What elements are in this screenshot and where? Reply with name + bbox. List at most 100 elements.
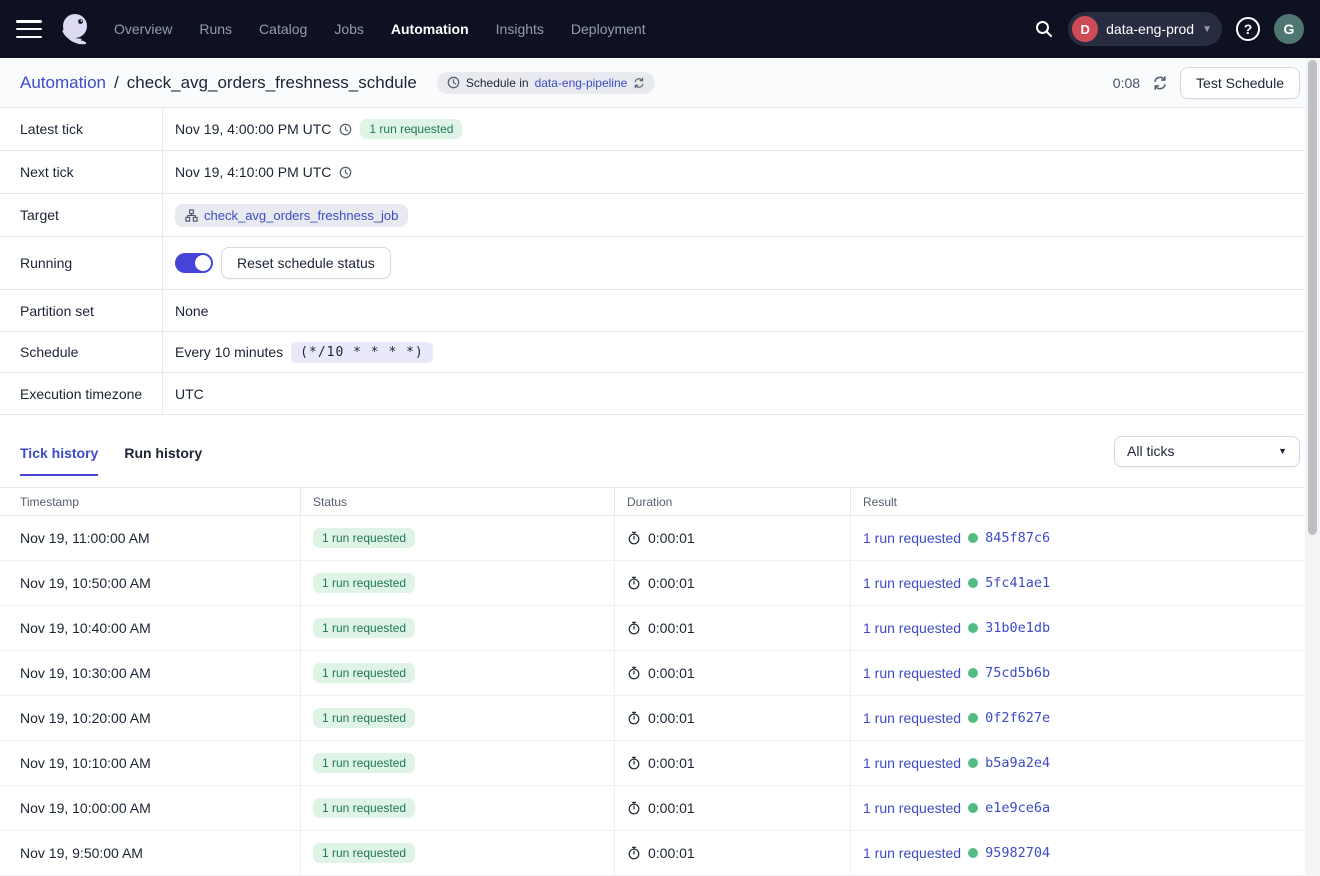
reset-schedule-status-button[interactable]: Reset schedule status <box>221 247 391 279</box>
deployment-switcher[interactable]: D data-eng-prod ▼ <box>1068 12 1222 46</box>
cell-status-badge: 1 run requested <box>313 663 415 683</box>
timezone-label: Execution timezone <box>0 373 163 414</box>
cell-result-link[interactable]: 1 run requested <box>863 575 961 591</box>
cell-duration: 0:00:01 <box>648 575 695 591</box>
nav-item-runs[interactable]: Runs <box>199 21 232 37</box>
target-job-pill[interactable]: check_avg_orders_freshness_job <box>175 204 408 227</box>
tab-run-history[interactable]: Run history <box>124 427 202 476</box>
nav-item-catalog[interactable]: Catalog <box>259 21 307 37</box>
cell-run-id[interactable]: e1e9ce6a <box>985 800 1050 816</box>
cell-timestamp: Nov 19, 9:50:00 AM <box>0 845 300 861</box>
deployment-avatar: D <box>1072 16 1098 42</box>
next-tick-time: Nov 19, 4:10:00 PM UTC <box>175 164 331 180</box>
dagster-logo-icon[interactable] <box>56 9 96 49</box>
cell-result-link[interactable]: 1 run requested <box>863 845 961 861</box>
cell-status-badge: 1 run requested <box>313 843 415 863</box>
latest-tick-time: Nov 19, 4:00:00 PM UTC <box>175 121 331 137</box>
history-tabs-row: Tick history Run history All ticks ▼ <box>0 415 1320 487</box>
cell-result-link[interactable]: 1 run requested <box>863 800 961 816</box>
schedule-row: Schedule Every 10 minutes (*/10 * * * *) <box>0 332 1320 373</box>
cell-status-badge: 1 run requested <box>313 618 415 638</box>
schedule-label: Schedule <box>0 332 163 372</box>
cell-run-id[interactable]: 0f2f627e <box>985 710 1050 726</box>
target-row: Target check_avg_orders_freshness_job <box>0 194 1320 237</box>
cell-run-id[interactable]: b5a9a2e4 <box>985 755 1050 771</box>
breadcrumb: Automation / check_avg_orders_freshness_… <box>20 72 655 94</box>
reload-icon[interactable] <box>633 77 645 89</box>
cell-result-link[interactable]: 1 run requested <box>863 755 961 771</box>
refresh-icon[interactable] <box>1152 75 1168 91</box>
tab-tick-history[interactable]: Tick history <box>20 427 98 476</box>
partition-set-row: Partition set None <box>0 290 1320 332</box>
cell-duration: 0:00:01 <box>648 755 695 771</box>
timezone-row: Execution timezone UTC <box>0 373 1320 415</box>
pipeline-link[interactable]: data-eng-pipeline <box>535 76 628 90</box>
col-result: Result <box>850 488 1305 515</box>
cell-run-id[interactable]: 75cd5b6b <box>985 665 1050 681</box>
stopwatch-icon <box>627 666 641 680</box>
stopwatch-icon <box>627 621 641 635</box>
chevron-down-icon: ▼ <box>1278 446 1287 456</box>
nav-item-jobs[interactable]: Jobs <box>334 21 364 37</box>
refresh-countdown: 0:08 <box>1113 75 1140 91</box>
breadcrumb-separator: / <box>114 73 119 93</box>
target-label: Target <box>0 194 163 236</box>
cell-duration: 0:00:01 <box>648 800 695 816</box>
job-graph-icon <box>185 209 198 222</box>
menu-icon[interactable] <box>16 20 42 38</box>
tick-filter-select[interactable]: All ticks ▼ <box>1114 436 1300 467</box>
cell-status-badge: 1 run requested <box>313 753 415 773</box>
run-success-dot-icon <box>968 758 978 768</box>
timezone-value: UTC <box>175 386 204 402</box>
help-icon[interactable]: ? <box>1236 17 1260 41</box>
scrollbar-thumb[interactable] <box>1308 60 1317 535</box>
cell-run-id[interactable]: 95982704 <box>985 845 1050 861</box>
primary-nav: Overview Runs Catalog Jobs Automation In… <box>114 21 646 37</box>
test-schedule-button[interactable]: Test Schedule <box>1180 67 1300 99</box>
cell-status-badge: 1 run requested <box>313 528 415 548</box>
cell-timestamp: Nov 19, 10:30:00 AM <box>0 665 300 681</box>
table-row: Nov 19, 10:50:00 AM 1 run requested 0:00… <box>0 561 1305 606</box>
cell-run-id[interactable]: 5fc41ae1 <box>985 575 1050 591</box>
table-row: Nov 19, 10:30:00 AM 1 run requested 0:00… <box>0 651 1305 696</box>
breadcrumb-automation-link[interactable]: Automation <box>20 73 106 93</box>
search-icon[interactable] <box>1034 19 1054 39</box>
cell-duration: 0:00:01 <box>648 530 695 546</box>
table-body: Nov 19, 11:00:00 AM 1 run requested 0:00… <box>0 516 1305 876</box>
target-job-link[interactable]: check_avg_orders_freshness_job <box>204 208 398 223</box>
schedule-value: Every 10 minutes <box>175 344 283 360</box>
partition-set-label: Partition set <box>0 290 163 331</box>
cell-run-id[interactable]: 845f87c6 <box>985 530 1050 546</box>
cell-duration: 0:00:01 <box>648 620 695 636</box>
nav-item-overview[interactable]: Overview <box>114 21 172 37</box>
nav-item-deployment[interactable]: Deployment <box>571 21 646 37</box>
cell-run-id[interactable]: 31b0e1db <box>985 620 1050 636</box>
run-success-dot-icon <box>968 578 978 588</box>
cell-duration: 0:00:01 <box>648 665 695 681</box>
nav-item-automation[interactable]: Automation <box>391 21 469 37</box>
next-tick-row: Next tick Nov 19, 4:10:00 PM UTC <box>0 151 1320 194</box>
cell-status-badge: 1 run requested <box>313 798 415 818</box>
cell-timestamp: Nov 19, 10:50:00 AM <box>0 575 300 591</box>
nav-item-insights[interactable]: Insights <box>496 21 544 37</box>
cell-result-link[interactable]: 1 run requested <box>863 530 961 546</box>
stopwatch-icon <box>627 756 641 770</box>
running-toggle[interactable] <box>175 253 213 273</box>
cell-result-link[interactable]: 1 run requested <box>863 710 961 726</box>
cell-result-link[interactable]: 1 run requested <box>863 665 961 681</box>
user-avatar[interactable]: G <box>1274 14 1304 44</box>
stopwatch-icon <box>627 531 641 545</box>
running-row: Running Reset schedule status <box>0 237 1320 290</box>
run-success-dot-icon <box>968 668 978 678</box>
table-row: Nov 19, 10:10:00 AM 1 run requested 0:00… <box>0 741 1305 786</box>
table-row: Nov 19, 10:40:00 AM 1 run requested 0:00… <box>0 606 1305 651</box>
table-row: Nov 19, 11:00:00 AM 1 run requested 0:00… <box>0 516 1305 561</box>
col-status: Status <box>300 488 614 515</box>
cell-timestamp: Nov 19, 10:00:00 AM <box>0 800 300 816</box>
page-scrollbar[interactable] <box>1305 58 1320 876</box>
tick-history-table: Timestamp Status Duration Result Nov 19,… <box>0 487 1305 876</box>
partition-set-value: None <box>175 303 208 319</box>
run-success-dot-icon <box>968 803 978 813</box>
cell-result-link[interactable]: 1 run requested <box>863 620 961 636</box>
table-row: Nov 19, 10:00:00 AM 1 run requested 0:00… <box>0 786 1305 831</box>
